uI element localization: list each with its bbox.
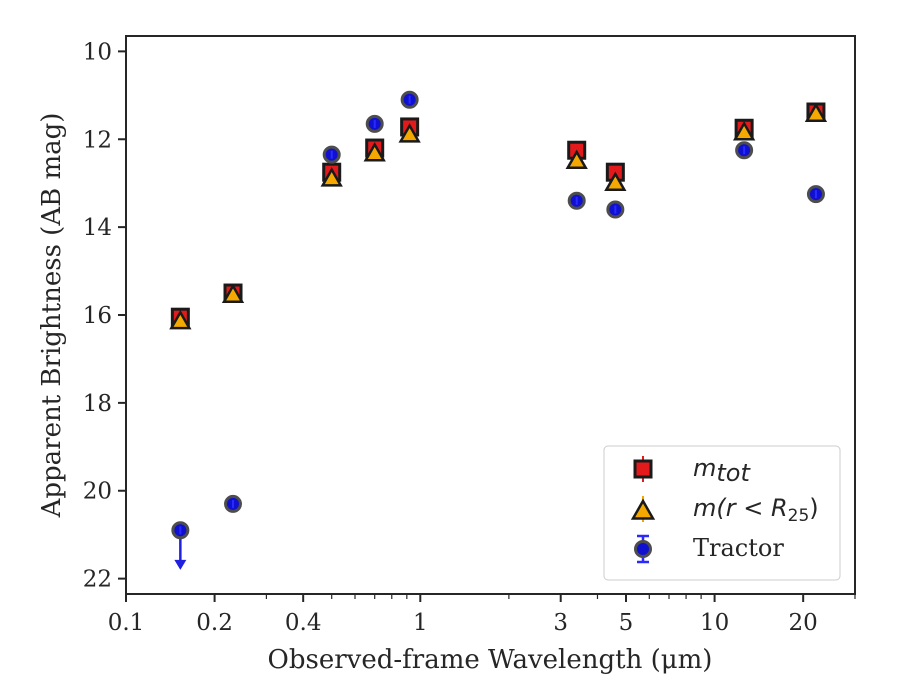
circle-point	[224, 494, 243, 513]
y-tick-label: 14	[83, 215, 112, 241]
x-tick-label: 3	[553, 610, 568, 636]
triangle-point	[732, 120, 756, 141]
x-tick-label: 10	[700, 610, 729, 636]
y-tick-label: 10	[83, 39, 112, 65]
triangle-marker	[363, 142, 386, 162]
x-axis-title: Observed-frame Wavelength (μm)	[268, 645, 713, 675]
y-tick-label: 20	[83, 479, 112, 505]
x-tick-label: 0.4	[285, 610, 322, 636]
legend: mtot m(r < R25) Tractor	[603, 445, 841, 581]
y-tick-label: 18	[83, 391, 112, 417]
triangle-point	[320, 167, 343, 187]
triangle-marker	[565, 149, 588, 170]
circle-point	[171, 521, 190, 570]
legend-label: Tractor	[693, 534, 784, 562]
data-points	[169, 90, 828, 570]
triangle-point	[804, 102, 828, 123]
legend-entry: m(r < R25)	[630, 494, 819, 526]
triangle-marker	[320, 167, 343, 187]
x-tick-label: 0.2	[196, 610, 233, 636]
legend-label: m(r < R25)	[693, 494, 819, 526]
triangle-point	[604, 171, 627, 191]
triangle-point	[221, 283, 245, 304]
circle-marker	[634, 540, 652, 558]
circle-point	[322, 145, 341, 164]
y-tick-label: 16	[83, 303, 112, 329]
y-tick-label: 12	[83, 127, 112, 153]
legend-box	[603, 445, 841, 581]
plot-frame	[125, 35, 856, 595]
triangle-point	[363, 142, 386, 162]
y-axis-title: Apparent Brightness (AB mag)	[37, 113, 67, 519]
triangle-marker	[398, 123, 421, 143]
triangle-marker	[630, 498, 656, 520]
y-tick-label: 22	[83, 567, 112, 593]
x-tick-label: 5	[619, 610, 634, 636]
square-marker	[633, 459, 653, 479]
triangle-marker	[604, 171, 627, 191]
x-tick-label: 1	[413, 610, 428, 636]
legend-entry: Tractor	[634, 534, 784, 564]
triangle-marker	[169, 309, 192, 330]
circle-point	[365, 114, 384, 133]
axis-ticks: 0.1 0.2 0.4 1 3 5 10 20 10 12 14 16 18 20 22	[83, 39, 856, 636]
x-tick-label: 20	[789, 610, 818, 636]
x-tick-label: 0.1	[108, 610, 145, 636]
circle-point	[400, 90, 419, 109]
triangle-point	[565, 149, 588, 170]
circle-point	[606, 200, 625, 219]
circle-point	[567, 191, 586, 210]
circle-point	[806, 185, 825, 204]
legend-label: mtot	[693, 454, 751, 487]
legend-entry: mtot	[633, 454, 751, 487]
triangle-point	[398, 123, 421, 143]
upper-limit-arrowhead	[174, 559, 187, 570]
circle-point	[735, 141, 754, 160]
triangle-marker	[804, 102, 828, 123]
triangle-point	[169, 309, 192, 330]
triangle-marker	[732, 120, 756, 141]
triangle-marker	[221, 283, 245, 304]
